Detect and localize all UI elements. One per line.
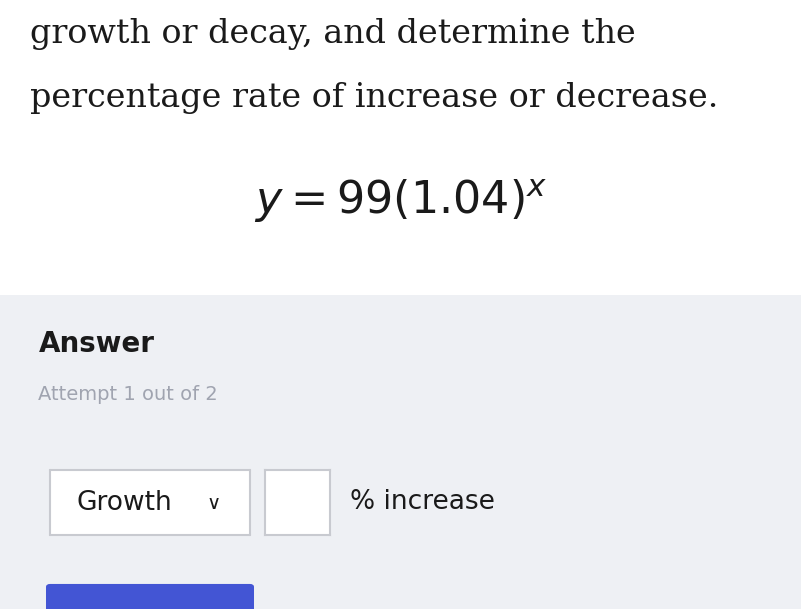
Text: ∨: ∨	[207, 495, 221, 513]
Text: percentage rate of increase or decrease.: percentage rate of increase or decrease.	[30, 82, 718, 114]
Text: Attempt 1 out of 2: Attempt 1 out of 2	[38, 385, 218, 404]
Text: growth or decay, and determine the: growth or decay, and determine the	[30, 18, 636, 50]
Text: Growth: Growth	[76, 490, 171, 515]
Text: $y = 99(1.04)^{x}$: $y = 99(1.04)^{x}$	[254, 177, 547, 224]
Text: % increase: % increase	[350, 489, 495, 515]
Text: Answer: Answer	[38, 330, 155, 358]
